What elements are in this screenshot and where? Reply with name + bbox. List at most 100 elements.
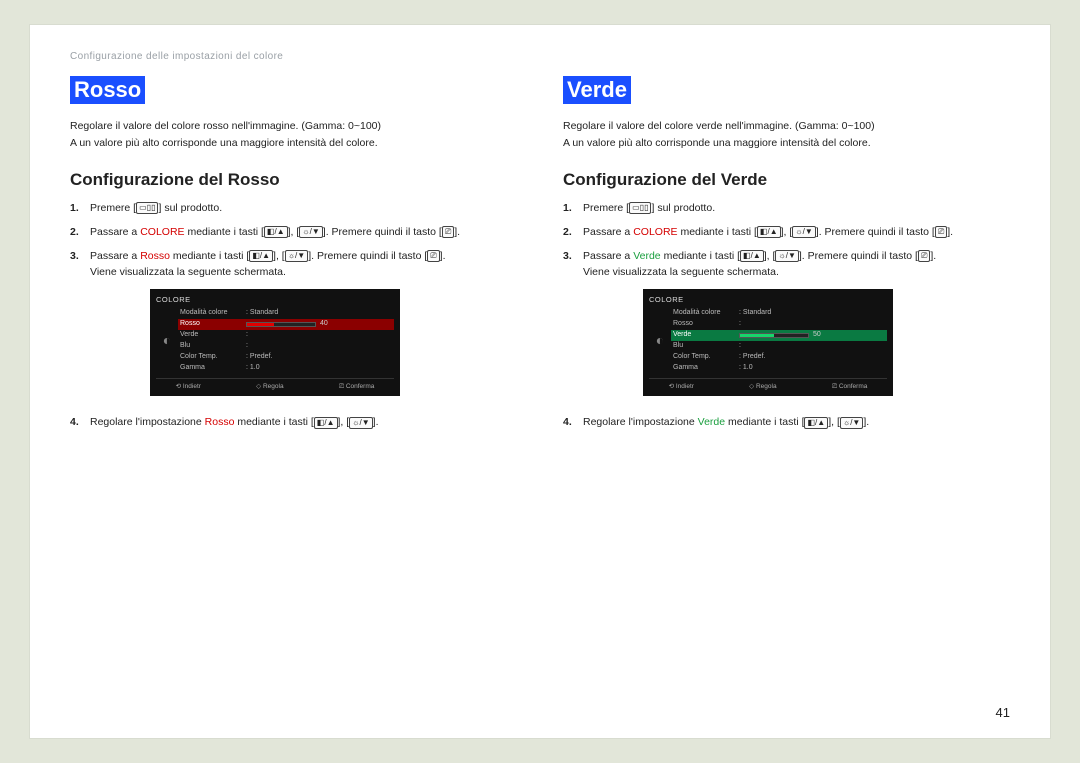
step-number: 1. [70, 200, 84, 216]
step-number: 2. [563, 224, 577, 240]
step-number: 3. [70, 248, 84, 406]
osd-row-label: Color Temp. [180, 352, 242, 363]
osd-rows: Modalità colore : Standard Rosso: Verde50B… [671, 308, 887, 374]
steps-list: 1. Premere [▭▯▯] sul prodotto. 2. Passar… [70, 200, 517, 431]
osd-foot-item: ⎚ Conferma [832, 382, 868, 392]
osd-screenshot: COLORE ◐ Modalità colore: StandardRosso:… [643, 289, 1010, 397]
menu-icon: ▭▯▯ [629, 202, 651, 214]
step-body: Premere [▭▯▯] sul prodotto. [90, 200, 517, 216]
colore-word: COLORE [633, 226, 677, 238]
manual-page: Configurazione delle impostazioni del co… [30, 25, 1050, 738]
verde-word: Verde [698, 416, 725, 428]
intro-text: Regolare il valore del colore verde nell… [563, 118, 1010, 152]
step-item: 4. Regolare l'impostazione Verde mediant… [563, 414, 1010, 430]
step-number: 4. [563, 414, 577, 430]
up-icon: ◧/▲ [740, 250, 764, 262]
down-icon: ☼/▼ [299, 226, 322, 238]
intro-line: Regolare il valore del colore verde nell… [563, 118, 1010, 135]
enter-icon: ⎚ [427, 250, 439, 262]
content-columns: Rosso Regolare il valore del colore ross… [70, 76, 1010, 439]
step-number: 3. [563, 248, 577, 406]
step-item: 3. Passare a Verde mediante i tasti [◧/▲… [563, 248, 1010, 406]
step-number: 4. [70, 414, 84, 430]
page-header: Configurazione delle impostazioni del co… [70, 51, 1010, 62]
osd-slider [246, 322, 316, 327]
osd-slider-value: 40 [320, 319, 328, 330]
intro-line: A un valore più alto corrisponde una mag… [70, 135, 517, 152]
down-icon: ☼/▼ [792, 226, 815, 238]
section-title-verde: Verde [563, 76, 631, 104]
osd-row-value: : Standard [739, 308, 885, 319]
osd-panel: COLORE ◐ Modalità colore: StandardRosso4… [150, 289, 400, 397]
osd-row: Blu: [671, 341, 887, 352]
osd-row-label: Modalità colore [673, 308, 735, 319]
enter-icon: ⎚ [918, 250, 930, 262]
osd-row-value: 50 [739, 330, 885, 341]
osd-row-value: : [739, 319, 885, 330]
step-number: 2. [70, 224, 84, 240]
osd-row: Modalità colore : Standard [671, 308, 887, 319]
osd-foot-item: ⟲ Indietr [669, 382, 694, 392]
step-item: 2. Passare a COLORE mediante i tasti [◧/… [563, 224, 1010, 240]
step-item: 1. Premere [▭▯▯] sul prodotto. [70, 200, 517, 216]
osd-row-value: : [246, 341, 392, 352]
osd-foot-item: ◇ Regola [256, 382, 283, 392]
left-column: Rosso Regolare il valore del colore ross… [70, 76, 517, 439]
osd-row: Color Temp. : Predef. [671, 352, 887, 363]
page-number: 41 [996, 705, 1010, 720]
osd-slider-fill [247, 323, 274, 326]
osd-row-value: : Predef. [246, 352, 392, 363]
osd-row-label: Modalità colore [180, 308, 242, 319]
step-item: 2. Passare a COLORE mediante i tasti [◧/… [70, 224, 517, 240]
intro-line: A un valore più alto corrisponde una mag… [563, 135, 1010, 152]
osd-row-value: : 1.0 [739, 363, 885, 374]
step-body: Regolare l'impostazione Rosso mediante i… [90, 414, 517, 430]
rosso-word: Rosso [205, 416, 235, 428]
step-item: 4. Regolare l'impostazione Rosso mediant… [70, 414, 517, 430]
down-icon: ☼/▼ [775, 250, 798, 262]
down-icon: ☼/▼ [349, 417, 372, 429]
osd-row-label: Rosso [180, 319, 242, 330]
osd-foot-item: ⟲ Indietr [176, 382, 201, 392]
step-item: 1. Premere [▭▯▯] sul prodotto. [563, 200, 1010, 216]
osd-row: Color Temp. : Predef. [178, 352, 394, 363]
down-icon: ☼/▼ [285, 250, 308, 262]
osd-row-value: : [739, 341, 885, 352]
osd-foot-item: ◇ Regola [749, 382, 776, 392]
step-body: Passare a COLORE mediante i tasti [◧/▲],… [90, 224, 517, 240]
osd-row-label: Gamma [673, 363, 735, 374]
step-body: Passare a COLORE mediante i tasti [◧/▲],… [583, 224, 1010, 240]
osd-row-label: Verde [180, 330, 242, 341]
osd-row-value: : 1.0 [246, 363, 392, 374]
palette-icon: ◐ [156, 308, 178, 374]
osd-footer: ⟲ Indietr◇ Regola⎚ Conferma [156, 378, 394, 392]
enter-icon: ⎚ [442, 226, 454, 238]
steps-list: 1. Premere [▭▯▯] sul prodotto. 2. Passar… [563, 200, 1010, 431]
osd-row-value: : Standard [246, 308, 392, 319]
osd-slider [739, 333, 809, 338]
subhead-verde: Configurazione del Verde [563, 170, 1010, 190]
osd-row-label: Rosso [673, 319, 735, 330]
osd-rows: Modalità colore: StandardRosso40Verde: B… [178, 308, 394, 374]
osd-footer: ⟲ Indietr ◇ Regola ⎚ Conferma [649, 378, 887, 392]
osd-row: Modalità colore : Standard [178, 308, 394, 319]
osd-row: Verde: [178, 330, 394, 341]
step-number: 1. [563, 200, 577, 216]
osd-row-value: 40 [246, 319, 392, 330]
osd-row-value: : [246, 330, 392, 341]
osd-row-value: : Predef. [739, 352, 885, 363]
up-icon: ◧/▲ [264, 226, 288, 238]
osd-row: Gamma: 1.0 [178, 363, 394, 374]
osd-row-label: Color Temp. [673, 352, 735, 363]
osd-row: Rosso 40 [178, 319, 394, 330]
osd-row: Verde50 [671, 330, 887, 341]
up-icon: ◧/▲ [757, 226, 781, 238]
rosso-word: Rosso [140, 250, 170, 262]
osd-title: COLORE [649, 294, 887, 306]
osd-row-label: Blu [673, 341, 735, 352]
osd-slider-fill [740, 334, 774, 337]
step-body: Premere [▭▯▯] sul prodotto. [583, 200, 1010, 216]
up-icon: ◧/▲ [314, 417, 338, 429]
menu-icon: ▭▯▯ [136, 202, 158, 214]
step-item: 3. Passare a Rosso mediante i tasti [◧/▲… [70, 248, 517, 406]
